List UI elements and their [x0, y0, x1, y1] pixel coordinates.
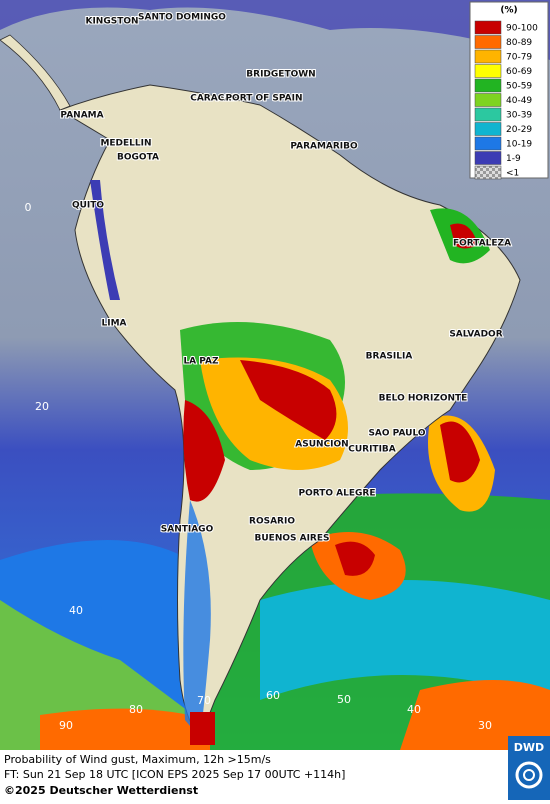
logo: DWD [514, 741, 544, 754]
legend-swatch [474, 122, 502, 136]
city-label: ROSARIO [249, 517, 295, 527]
legend-label: 10-19 [506, 140, 532, 150]
central-america [0, 34, 71, 111]
city-label: LIMA [101, 319, 126, 329]
legend-label: 50-59 [506, 82, 532, 92]
footer-line: FT: Sun 21 Sep 18 UTC [ICON EPS 2025 Sep… [4, 768, 345, 781]
field-blue [0, 0, 550, 60]
legend-swatch [474, 49, 502, 64]
city-label: ASUNCION [295, 440, 348, 450]
grid-label: 60 [266, 689, 280, 702]
legend-label: 30-39 [506, 111, 532, 121]
city-label: PORTO ALEGRE [298, 489, 375, 499]
city-label: PARAMARIBO [290, 142, 358, 152]
footer-line: Probability of Wind gust, Maximum, 12h >… [4, 753, 271, 766]
city-label: PANAMA [60, 111, 103, 121]
field-red [183, 400, 225, 502]
legend-items: 90-100 80-89 70-79 60-69 50-59 40-49 30-39 20-2… [474, 20, 538, 180]
city-label: BRASILIA [366, 352, 413, 362]
city-label: KINGSTON [85, 17, 138, 27]
grid-label: 50 [337, 693, 351, 706]
field-red [335, 541, 375, 576]
city-label: SANTIAGO [161, 525, 214, 535]
legend-label: 40-49 [506, 96, 532, 106]
city-label: MEDELLIN [100, 139, 151, 149]
grid-label: 80 [129, 703, 143, 716]
copyright: ©2025 Deutscher Wetterdienst [4, 784, 198, 797]
city-label: QUITO [72, 201, 104, 211]
city-label: BELO HORIZONTE [379, 394, 468, 404]
grid-label: 40 [407, 703, 421, 716]
city-label: BUENOS AIRES [255, 534, 330, 544]
labels: KINGSTON SANTO DOMINGOBRIDGETOWNCARACASPO… [25, 12, 513, 733]
city-label: BRIDGETOWN [246, 70, 315, 80]
grid-label: 0 [25, 201, 32, 214]
field-orange [400, 680, 550, 750]
city-label: SALVADOR [449, 330, 502, 340]
legend-swatch [474, 136, 502, 151]
legend: (%) 90-100 80-89 70-79 60-69 50-59 40-49 30-39… [469, 1, 549, 180]
grid-label: 90 [59, 719, 73, 732]
grid-label: 40 [69, 604, 83, 617]
legend-label: 90-100 [506, 24, 538, 34]
city-label: SANTO DOMINGO [138, 13, 226, 23]
logo-swirl [523, 769, 535, 781]
legend-label: 60-69 [506, 67, 532, 77]
city-label: BOGOTA [117, 153, 159, 163]
logo-swirl [515, 761, 543, 789]
logo-box [508, 736, 550, 800]
footer [0, 750, 550, 800]
legend-title: (%) [500, 6, 517, 16]
grid-label: 70 [197, 694, 211, 707]
field-red [190, 712, 215, 745]
city-label: SAO PAULO [368, 429, 425, 439]
field-blue [183, 500, 211, 738]
city-label: FORTALEZA [453, 239, 511, 249]
city-label: LA PAZ [183, 357, 219, 367]
legend-swatch [474, 78, 502, 93]
field-red [440, 421, 480, 483]
city-label: CARACAS [190, 94, 238, 104]
city-label: CURITIBA [348, 445, 396, 455]
legend-label: 70-79 [506, 53, 532, 63]
legend-label: 80-89 [506, 38, 532, 48]
legend-label: 1-9 [506, 154, 521, 164]
legend-label: <1 [506, 169, 519, 179]
legend-swatch [474, 20, 502, 35]
field-cyan [260, 580, 550, 700]
field-blue [90, 180, 120, 300]
city-label: PORT OF SPAIN [225, 94, 302, 104]
legend-swatch [474, 35, 502, 49]
grid-label: 20 [35, 400, 49, 413]
grid-label: 30 [478, 719, 492, 732]
field-red [240, 360, 337, 440]
legend-swatch [474, 107, 502, 122]
legend-label: 20-29 [506, 125, 532, 135]
legend-swatch [474, 64, 502, 78]
legend-swatch [474, 165, 502, 180]
legend-swatch [474, 151, 502, 165]
legend-swatch [474, 93, 502, 107]
field-red [450, 223, 478, 249]
field-orange [40, 708, 210, 750]
